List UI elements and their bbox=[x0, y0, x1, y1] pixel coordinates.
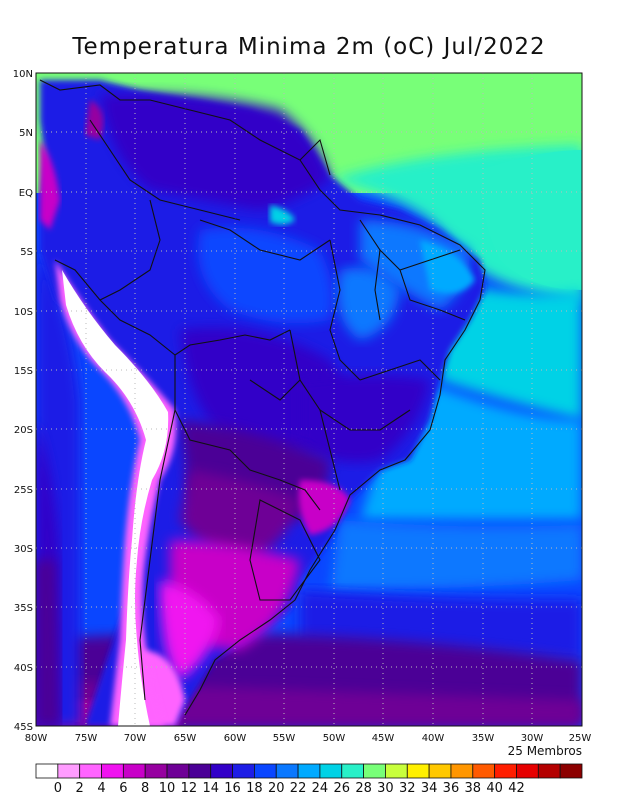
colorbar-swatch bbox=[232, 763, 255, 779]
colorbar-swatch bbox=[79, 763, 102, 779]
colorbar-label: 0 bbox=[54, 781, 62, 796]
colorbar-label: 32 bbox=[399, 781, 416, 796]
colorbar-label: 38 bbox=[465, 781, 482, 796]
lon-label: 40W bbox=[422, 733, 445, 744]
colorbar-label: 42 bbox=[508, 781, 525, 796]
colorbar-swatch bbox=[385, 763, 408, 779]
ensemble-note: 25 Membros bbox=[507, 744, 582, 758]
temperature-field bbox=[36, 73, 582, 726]
colorbar-label: 28 bbox=[355, 781, 372, 796]
longitude-axis: 80W 75W 70W 65W 60W 55W 50W 45W 40W 35W … bbox=[25, 733, 592, 744]
colorbar-label: 6 bbox=[119, 781, 127, 796]
colorbar-label: 24 bbox=[312, 781, 329, 796]
colorbar-label: 12 bbox=[181, 781, 198, 796]
latitude-axis: 10N 5N EQ 5S 10S 15S 20S 25S 30S 35S 40S… bbox=[13, 69, 33, 733]
lat-label: 10N bbox=[13, 69, 33, 80]
colorbar bbox=[35, 763, 583, 779]
lat-label: 30S bbox=[14, 544, 33, 555]
colorbar-swatch bbox=[210, 763, 233, 779]
lon-label: 30W bbox=[521, 733, 544, 744]
colorbar-label: 30 bbox=[377, 781, 394, 796]
lat-label: 5S bbox=[20, 247, 33, 258]
lat-label: 45S bbox=[14, 722, 33, 733]
lon-label: 70W bbox=[124, 733, 147, 744]
colorbar-label: 22 bbox=[290, 781, 307, 796]
map-title: Temperatura Minima 2m (oC) Jul/2022 bbox=[72, 34, 546, 60]
colorbar-swatch bbox=[35, 763, 59, 779]
colorbar-swatch bbox=[101, 763, 124, 779]
colorbar-swatch bbox=[122, 763, 146, 779]
lon-label: 50W bbox=[323, 733, 346, 744]
colorbar-labels: 0 2 4 6 8 10 12 14 16 18 20 22 24 26 28 30 32 34 36 38 40 42 bbox=[54, 781, 525, 796]
lon-label: 60W bbox=[224, 733, 247, 744]
colorbar-swatch bbox=[57, 763, 81, 779]
colorbar-swatch bbox=[363, 763, 386, 779]
colorbar-swatch bbox=[494, 763, 517, 779]
lon-label: 80W bbox=[25, 733, 48, 744]
colorbar-swatch bbox=[472, 763, 496, 779]
map-frame bbox=[35, 72, 583, 727]
colorbar-label: 20 bbox=[268, 781, 285, 796]
colorbar-swatch bbox=[559, 763, 583, 779]
colorbar-label: 26 bbox=[333, 781, 350, 796]
colorbar-swatch bbox=[406, 763, 430, 779]
lon-label: 45W bbox=[372, 733, 395, 744]
colorbar-swatch bbox=[516, 763, 539, 779]
lat-label: 25S bbox=[14, 485, 33, 496]
colorbar-swatch bbox=[275, 763, 299, 779]
colorbar-label: 40 bbox=[486, 781, 503, 796]
lat-label: 15S bbox=[14, 366, 33, 377]
colorbar-swatch bbox=[144, 763, 168, 779]
lat-label: 35S bbox=[14, 603, 33, 614]
colorbar-label: 36 bbox=[443, 781, 460, 796]
colorbar-swatch bbox=[428, 763, 452, 779]
lat-label: 40S bbox=[14, 663, 33, 674]
colorbar-label: 10 bbox=[159, 781, 176, 796]
lon-label: 25W bbox=[569, 733, 592, 744]
colorbar-label: 14 bbox=[202, 781, 219, 796]
lon-label: 75W bbox=[75, 733, 98, 744]
lat-label: 10S bbox=[14, 307, 33, 318]
colorbar-label: 2 bbox=[76, 781, 84, 796]
graticule bbox=[36, 73, 582, 726]
colorbar-swatch bbox=[319, 763, 343, 779]
colorbar-swatch bbox=[537, 763, 561, 779]
colorbar-swatch bbox=[297, 763, 321, 779]
colorbar-swatch bbox=[188, 763, 212, 779]
colorbar-swatch bbox=[341, 763, 365, 779]
lat-label: EQ bbox=[19, 188, 33, 199]
colorbar-label: 18 bbox=[246, 781, 263, 796]
colorbar-swatch bbox=[166, 763, 190, 779]
colorbar-label: 16 bbox=[224, 781, 241, 796]
colorbar-swatch bbox=[450, 763, 474, 779]
country-borders bbox=[39, 79, 486, 716]
lon-label: 35W bbox=[472, 733, 495, 744]
colorbar-swatch bbox=[253, 763, 277, 779]
colorbar-label: 8 bbox=[141, 781, 149, 796]
colorbar-label: 34 bbox=[421, 781, 438, 796]
lat-label: 5N bbox=[19, 128, 33, 139]
lat-label: 20S bbox=[14, 425, 33, 436]
lon-label: 65W bbox=[174, 733, 197, 744]
colorbar-label: 4 bbox=[97, 781, 105, 796]
lon-label: 55W bbox=[273, 733, 296, 744]
